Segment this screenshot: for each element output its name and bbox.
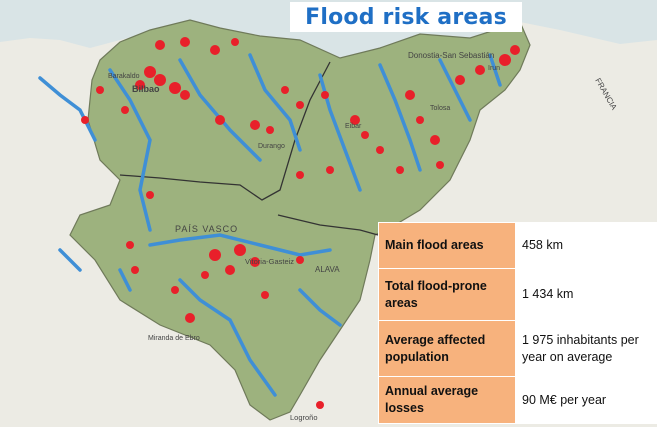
stats-row-total-flood-prone: Total flood-prone areas 1 434 km [378, 268, 657, 321]
map-label-alava: ALAVA [315, 265, 340, 274]
stats-row-affected-population: Average affected population 1 975 inhabi… [378, 320, 657, 377]
flood-areas [81, 37, 520, 409]
stat-label: Total flood-prone areas [378, 268, 516, 321]
stats-row-main-flood-areas: Main flood areas 458 km [378, 222, 657, 269]
stat-value: 1 975 inhabitants per year on average [515, 320, 657, 377]
map-label-eibar: Eibar [345, 123, 362, 130]
map-label-logrono: Logroño [290, 413, 318, 422]
map-title: Flood risk areas [305, 4, 507, 30]
map-label-barakaldo: Barakaldo [108, 73, 140, 80]
map-label-miranda: Miranda de Ebro [148, 335, 200, 342]
stat-value: 90 M€ per year [515, 376, 657, 424]
map-label-tolosa: Tolosa [430, 105, 450, 112]
map-label-durango: Durango [258, 143, 285, 150]
map-label-pais-vasco: PAÍS VASCO [175, 224, 238, 234]
province-border-gipuzkoa [277, 214, 379, 236]
stats-row-annual-losses: Annual average losses 90 M€ per year [378, 376, 657, 424]
stat-label: Annual average losses [378, 376, 516, 424]
stat-label: Main flood areas [378, 222, 516, 269]
map-label-donostia: Donostia-San Sebastián [408, 51, 494, 60]
stat-value: 1 434 km [515, 268, 657, 321]
map-label-irun: Irun [488, 65, 500, 72]
province-border-bizkaia [119, 61, 331, 201]
stat-label: Average affected population [378, 320, 516, 377]
map-label-vitoria: Vitoria-Gasteiz [245, 257, 294, 266]
map-label-bilbao: Bilbao [132, 84, 160, 94]
title-box: Flood risk areas [290, 2, 522, 32]
stats-table: Main flood areas 458 km Total flood-pron… [378, 222, 657, 424]
stat-value: 458 km [515, 222, 657, 269]
